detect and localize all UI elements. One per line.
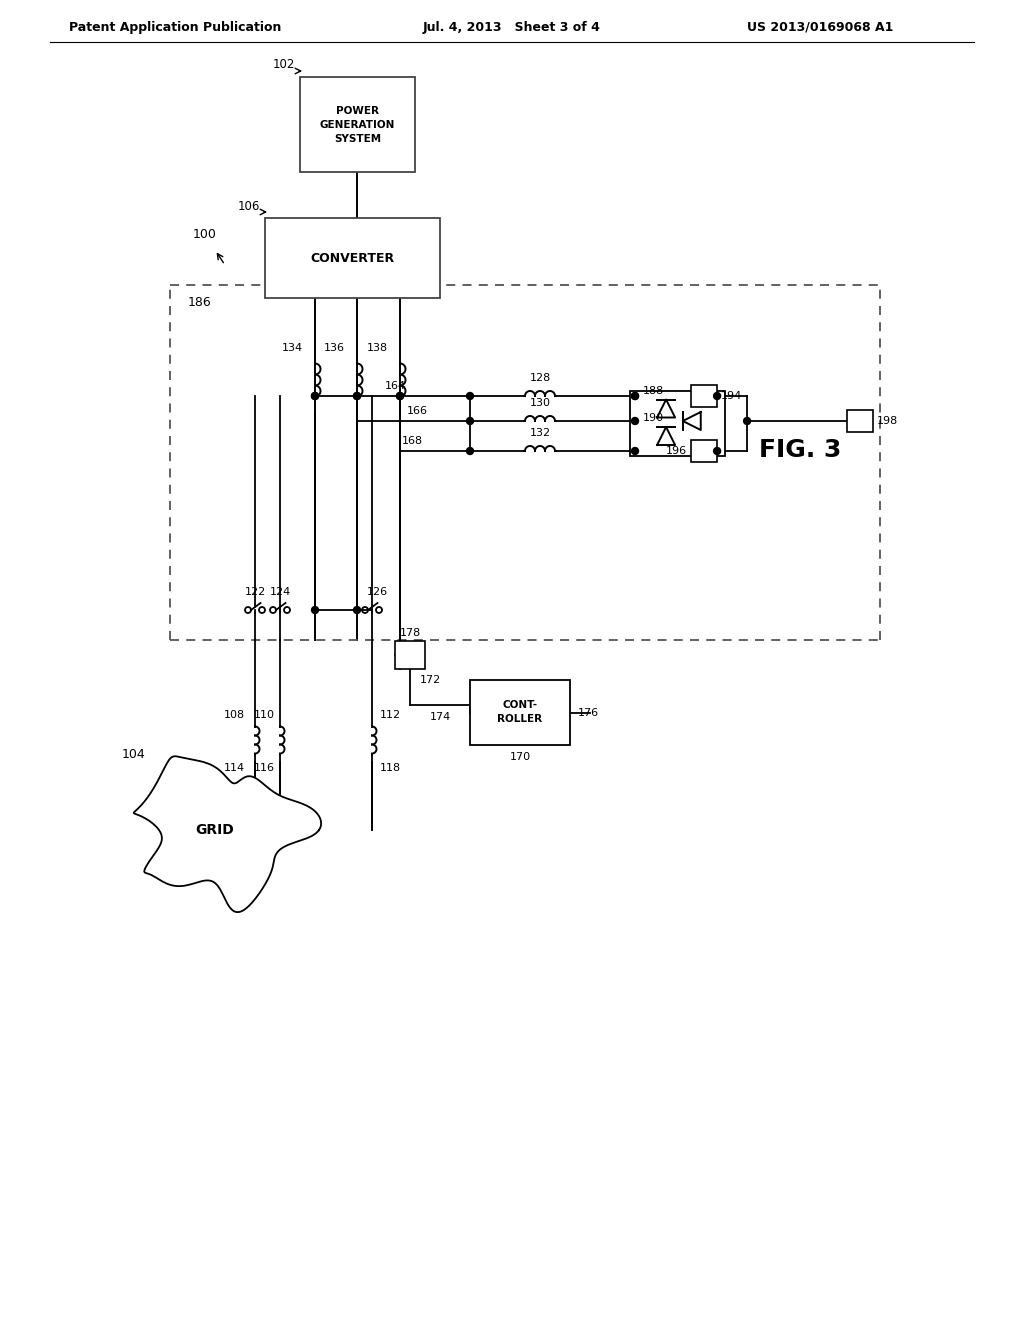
Text: S: S <box>406 648 415 661</box>
Text: 164: 164 <box>384 381 406 391</box>
Bar <box>395 642 425 669</box>
Polygon shape <box>134 756 322 912</box>
Text: 134: 134 <box>282 343 303 352</box>
Circle shape <box>311 392 318 400</box>
Text: D: D <box>699 389 710 403</box>
Text: 186: 186 <box>188 297 212 309</box>
Text: 168: 168 <box>401 436 423 446</box>
Text: 178: 178 <box>399 628 421 638</box>
Text: 190: 190 <box>643 413 665 422</box>
Text: 136: 136 <box>324 343 345 352</box>
Text: 194: 194 <box>721 391 742 401</box>
Circle shape <box>396 392 403 400</box>
Text: 128: 128 <box>529 374 551 383</box>
Circle shape <box>353 392 360 400</box>
Text: 112: 112 <box>380 710 401 719</box>
Text: 100: 100 <box>194 228 217 242</box>
Text: CONVERTER: CONVERTER <box>310 252 394 264</box>
Text: 172: 172 <box>420 675 441 685</box>
Text: 130: 130 <box>529 399 551 408</box>
Circle shape <box>632 447 639 454</box>
Text: SYSTEM: SYSTEM <box>334 133 381 144</box>
Text: 166: 166 <box>407 407 427 416</box>
Text: Jul. 4, 2013   Sheet 3 of 4: Jul. 4, 2013 Sheet 3 of 4 <box>423 21 601 33</box>
Circle shape <box>467 447 473 454</box>
Text: CONT-: CONT- <box>503 700 538 710</box>
Circle shape <box>632 392 639 400</box>
Text: 170: 170 <box>509 752 530 762</box>
Circle shape <box>311 392 318 400</box>
Text: FIG. 3: FIG. 3 <box>759 438 841 462</box>
Text: Patent Application Publication: Patent Application Publication <box>69 21 282 33</box>
Text: 104: 104 <box>121 748 145 762</box>
Text: 174: 174 <box>429 711 451 722</box>
Text: 114: 114 <box>224 763 245 774</box>
Bar <box>691 440 717 462</box>
Circle shape <box>353 392 360 400</box>
Circle shape <box>467 392 473 400</box>
Text: 102: 102 <box>272 58 295 71</box>
Circle shape <box>353 606 360 614</box>
Text: 118: 118 <box>380 763 401 774</box>
Bar <box>265 218 440 298</box>
Text: POWER: POWER <box>336 106 379 116</box>
Circle shape <box>743 417 751 425</box>
Text: 198: 198 <box>877 416 898 426</box>
Text: US 2013/0169068 A1: US 2013/0169068 A1 <box>746 21 893 33</box>
Bar <box>847 411 873 432</box>
Text: D: D <box>855 414 865 428</box>
Text: 176: 176 <box>578 708 599 718</box>
Circle shape <box>311 606 318 614</box>
Text: GENERATION: GENERATION <box>319 120 395 129</box>
Text: 132: 132 <box>529 428 551 438</box>
Text: 110: 110 <box>254 710 275 719</box>
Text: 106: 106 <box>238 199 260 213</box>
Text: 192: 192 <box>693 399 715 408</box>
Bar <box>300 77 415 172</box>
Circle shape <box>714 447 721 454</box>
Text: 126: 126 <box>367 587 387 597</box>
Text: D: D <box>699 445 710 458</box>
Text: 196: 196 <box>666 446 687 455</box>
Circle shape <box>467 417 473 425</box>
Text: 188: 188 <box>643 385 665 396</box>
Text: 122: 122 <box>245 587 265 597</box>
Text: GRID: GRID <box>196 822 234 837</box>
Circle shape <box>396 392 403 400</box>
Circle shape <box>632 417 639 425</box>
Text: ROLLER: ROLLER <box>498 714 543 723</box>
Text: 108: 108 <box>224 710 245 719</box>
Text: 116: 116 <box>254 763 275 774</box>
Text: 124: 124 <box>269 587 291 597</box>
Text: 138: 138 <box>367 343 388 352</box>
Bar <box>470 680 570 744</box>
Circle shape <box>632 392 639 400</box>
Bar <box>691 385 717 407</box>
Bar <box>630 391 725 455</box>
Circle shape <box>714 392 721 400</box>
